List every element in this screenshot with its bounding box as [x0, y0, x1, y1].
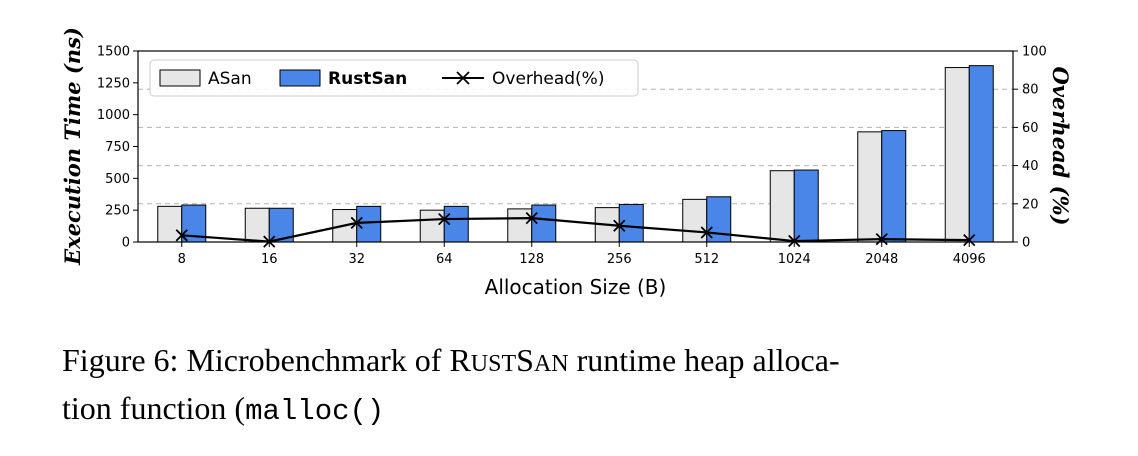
- overhead-marker-1024: [788, 234, 801, 248]
- x-tick-label: 256: [607, 252, 632, 267]
- y-right-tick-label: 60: [1022, 121, 1039, 136]
- x-tick-label: 8: [178, 252, 186, 267]
- overhead-marker-4096: [963, 233, 976, 247]
- caption-prefix: Figure 6: Microbenchmark of: [62, 342, 450, 378]
- overhead-marker-32: [350, 216, 363, 230]
- caption-name-s: S: [516, 342, 534, 378]
- x-tick-label: 32: [348, 252, 365, 267]
- overhead-marker-64: [438, 212, 451, 226]
- bar-rustsan-256: [618, 203, 644, 243]
- y-right-tick-label: 0: [1022, 236, 1030, 251]
- caption-suffix-line1: runtime heap alloca-: [568, 342, 840, 378]
- y-left-tick-label: 750: [105, 140, 130, 155]
- overhead-marker-8: [175, 229, 188, 242]
- y-left-tick-label: 250: [105, 204, 130, 219]
- y-left-tick-label: 500: [105, 172, 130, 187]
- y-left-tick-label: 1500: [97, 45, 130, 60]
- bar-asan-1024: [769, 170, 795, 243]
- legend-label-asan: ASan: [208, 69, 252, 89]
- bar-rustsan-64: [443, 205, 469, 243]
- overhead-line: [175, 211, 976, 248]
- overhead-marker-2048: [875, 232, 888, 246]
- legend-label-rustsan: RustSan: [328, 69, 407, 89]
- legend-label-overhead: Overhead(%): [492, 69, 604, 89]
- legend-frame: [149, 59, 639, 97]
- bar-asan-2048: [857, 131, 883, 243]
- x-tick-label: 4096: [953, 252, 986, 267]
- x-tick-label: 512: [694, 252, 719, 267]
- x-tick-label: 2048: [865, 252, 898, 267]
- ticks: 0 250 500 750 1000 1250 1500 0 20 40 60 80 100 8 16 32 6…: [97, 45, 1047, 268]
- bars: [157, 65, 994, 243]
- caption-name-ust: UST: [470, 351, 517, 377]
- bar-rustsan-32: [356, 205, 382, 243]
- legend-swatch-overhead-marker: [456, 71, 470, 85]
- x-tick-label: 16: [261, 252, 278, 267]
- caption-name-r: R: [449, 342, 471, 378]
- bar-rustsan-2048: [881, 130, 907, 243]
- bar-rustsan-4096: [968, 65, 994, 243]
- x-tick-label: 1024: [778, 252, 811, 267]
- caption-name-an: AN: [533, 351, 569, 377]
- overhead-polyline: [181, 217, 970, 243]
- y-right-tick-label: 80: [1022, 83, 1039, 98]
- legend-swatch-asan: [159, 69, 201, 87]
- chart: 0 250 500 750 1000 1250 1500 0 20 40 60 80 100 8 16 32 6…: [60, 27, 1073, 299]
- overhead-marker-512: [700, 226, 713, 239]
- y-left-tick-label: 1250: [97, 76, 130, 91]
- bar-rustsan-1024: [793, 169, 819, 243]
- x-tick-label: 64: [436, 252, 453, 267]
- bar-rustsan-128: [531, 204, 557, 243]
- bar-asan-4096: [944, 67, 970, 243]
- bar-asan-8: [157, 205, 183, 243]
- caption-line2: tion function (: [62, 390, 246, 426]
- figure-caption: Figure 6: Microbenchmark of RUSTSAN runt…: [62, 338, 1072, 434]
- x-tick-label: 128: [519, 252, 544, 267]
- y-right-tick-label: 20: [1022, 197, 1039, 212]
- legend: ASan RustSan Overhead(%): [149, 59, 639, 97]
- caption-code: malloc(): [245, 395, 385, 428]
- overhead-marker-128: [525, 211, 538, 225]
- overhead-marker-256: [613, 219, 626, 232]
- y-left-tick-label: 0: [122, 236, 130, 251]
- y-right-tick-label: 100: [1022, 45, 1047, 60]
- x-axis-title: Allocation Size (B): [485, 275, 667, 299]
- y-left-tick-label: 1000: [97, 108, 130, 123]
- legend-swatch-rustsan: [279, 69, 321, 87]
- y-axis-title-right: Overhead (%): [1048, 67, 1073, 226]
- y-axis-title-left: Execution Time (ns): [60, 27, 85, 266]
- y-right-tick-label: 40: [1022, 159, 1039, 174]
- bar-asan-512: [682, 198, 708, 243]
